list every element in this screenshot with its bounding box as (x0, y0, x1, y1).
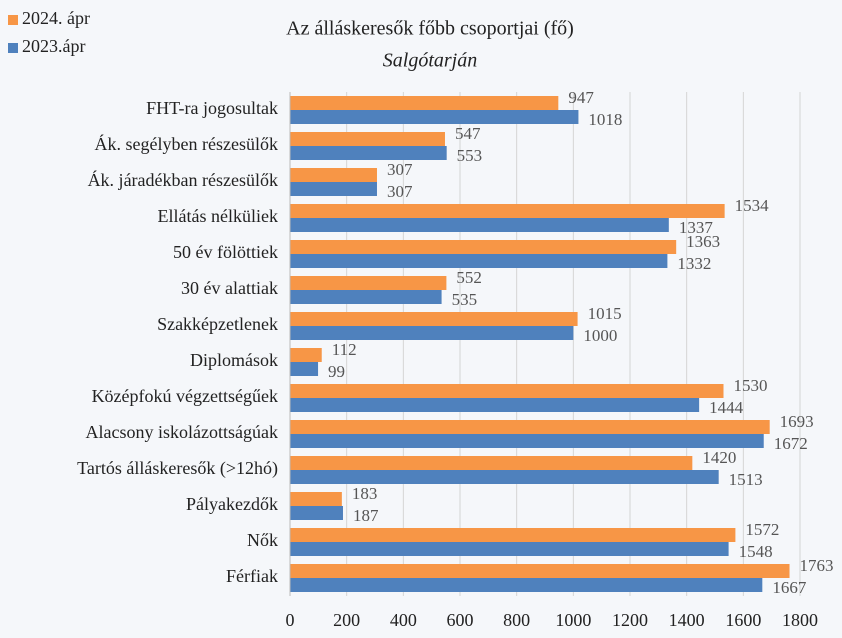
y-tick-label: Férfiak (226, 566, 278, 586)
bar (290, 578, 763, 592)
value-label: 1332 (677, 254, 711, 273)
bar (290, 456, 693, 470)
value-label: 1548 (739, 542, 773, 561)
y-tick-label: Középfokú végzettségűek (92, 386, 278, 406)
bar (290, 168, 377, 182)
y-tick-label: Alacsony iskolázottságúak (86, 422, 278, 442)
value-label: 1763 (800, 556, 834, 575)
x-tick-label: 1400 (669, 610, 705, 630)
value-label: 553 (457, 146, 483, 165)
bar (290, 218, 669, 232)
value-label: 183 (352, 484, 378, 503)
value-label: 1018 (588, 110, 622, 129)
bar (290, 240, 677, 254)
bar (290, 146, 447, 160)
y-tick-label: Tartós álláskeresők (>12hó) (77, 458, 278, 479)
value-label: 1420 (702, 448, 736, 467)
bar (290, 470, 719, 484)
bar (290, 110, 579, 124)
y-tick-label: Diplomások (190, 350, 278, 370)
value-label: 1572 (745, 520, 779, 539)
value-label: 1363 (686, 232, 720, 251)
value-label: 99 (328, 362, 345, 381)
value-label: 112 (332, 340, 357, 359)
y-tick-label: 30 év alattiak (181, 278, 278, 298)
value-label: 187 (353, 506, 379, 525)
value-label: 1667 (772, 578, 807, 597)
value-label: 1530 (734, 376, 768, 395)
y-tick-label: Ellátás nélküliek (158, 206, 278, 226)
value-label: 547 (455, 124, 481, 143)
bar (290, 326, 574, 340)
value-label: 947 (568, 88, 594, 107)
x-tick-label: 600 (447, 610, 474, 630)
bar (290, 564, 790, 578)
bar (290, 348, 322, 362)
value-label: 1337 (679, 218, 714, 237)
value-label: 1000 (583, 326, 617, 345)
bar (290, 434, 764, 448)
value-label: 1015 (588, 304, 622, 323)
x-tick-label: 400 (390, 610, 417, 630)
bar (290, 542, 729, 556)
value-label: 1672 (774, 434, 808, 453)
bar (290, 384, 724, 398)
bar (290, 254, 668, 268)
x-tick-label: 1000 (555, 610, 591, 630)
legend-swatch (8, 43, 18, 53)
value-label: 1534 (735, 196, 770, 215)
value-label: 1693 (780, 412, 814, 431)
bar (290, 276, 447, 290)
y-tick-label: Pályakezdők (186, 494, 278, 514)
chart-title: Az álláskeresők főbb csoportjai (fő) (286, 18, 574, 40)
value-label: 535 (452, 290, 478, 309)
bar (290, 420, 770, 434)
bar (290, 506, 343, 520)
x-tick-label: 1600 (725, 610, 761, 630)
y-tick-label: Ák. járadékban részesülők (88, 169, 278, 190)
bar (290, 290, 442, 304)
value-label: 307 (387, 182, 413, 201)
bar (290, 362, 319, 376)
x-tick-label: 200 (333, 610, 360, 630)
y-tick-label: FHT-ra jogosultak (146, 98, 278, 118)
bar (290, 96, 559, 110)
x-tick-label: 1200 (612, 610, 648, 630)
bar (290, 528, 736, 542)
legend-label: 2024. ápr (22, 8, 90, 28)
bar (290, 182, 377, 196)
bar (290, 312, 578, 326)
x-tick-label: 1800 (782, 610, 818, 630)
bar (290, 492, 342, 506)
legend-swatch (8, 15, 18, 25)
y-tick-label: Nők (247, 530, 278, 550)
y-tick-label: Ák. segélyben részesülők (95, 133, 278, 154)
bar (290, 204, 725, 218)
value-label: 552 (456, 268, 482, 287)
chart-subtitle: Salgótarján (383, 50, 477, 72)
y-tick-label: 50 év fölöttiek (173, 242, 278, 262)
y-tick-label: Szakképzetlenek (157, 314, 278, 334)
value-label: 1444 (709, 398, 744, 417)
bar (290, 398, 700, 412)
bar (290, 132, 445, 146)
value-label: 1513 (729, 470, 763, 489)
legend-label: 2023.ápr (22, 36, 85, 56)
x-tick-label: 0 (286, 610, 295, 630)
value-label: 307 (387, 160, 413, 179)
x-tick-label: 800 (503, 610, 530, 630)
